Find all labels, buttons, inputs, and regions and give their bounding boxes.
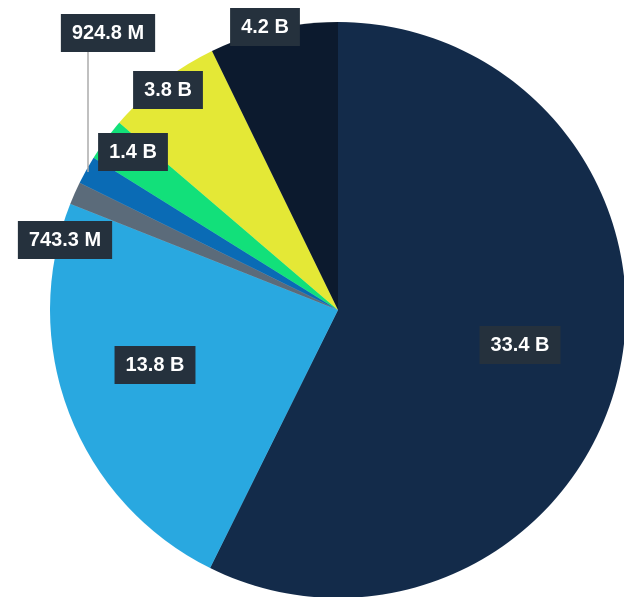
- data-label: 924.8 M: [72, 22, 144, 44]
- pie-slice: [70, 182, 339, 310]
- data-label: 743.3 M: [29, 229, 101, 251]
- data-label: 4.2 B: [241, 16, 289, 38]
- label-box: [114, 346, 196, 384]
- data-label: 1.4 B: [109, 141, 157, 163]
- data-label: 33.4 B: [491, 334, 550, 356]
- data-label: 3.8 B: [144, 79, 192, 101]
- label-box: [98, 133, 168, 171]
- pie-slice: [210, 22, 624, 597]
- data-label: 13.8 B: [126, 354, 185, 376]
- label-box: [133, 71, 203, 109]
- label-box: [479, 326, 561, 364]
- pie-slice: [119, 51, 338, 310]
- pie-slice: [211, 21, 338, 310]
- label-box: [17, 221, 113, 259]
- label-box: [60, 14, 156, 52]
- pie-slice: [49, 203, 338, 569]
- pie-slice: [79, 157, 338, 310]
- label-box: [230, 8, 300, 46]
